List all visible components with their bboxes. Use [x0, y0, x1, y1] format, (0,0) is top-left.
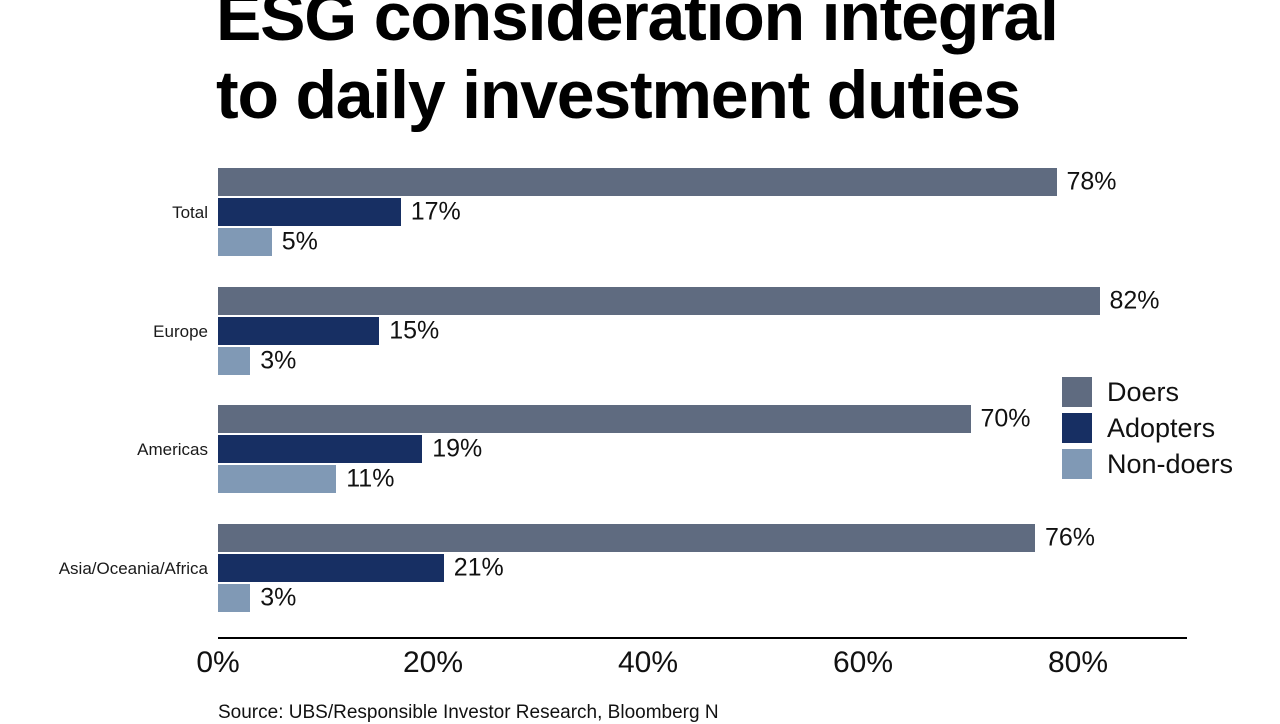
bar-value-label: 21%	[453, 553, 504, 582]
bar-non-doers	[218, 228, 272, 256]
bar-value-label: 17%	[410, 197, 461, 226]
legend-item-adopters: Adopters	[1062, 410, 1233, 446]
chart-legend: Doers Adopters Non-doers	[1062, 374, 1233, 482]
bar-row: 76%	[218, 524, 1235, 552]
bar-adopters	[218, 317, 380, 345]
x-tick-label: 20%	[402, 646, 464, 679]
bar-adopters	[218, 554, 444, 582]
bar-doers	[218, 168, 1057, 196]
bar-row: 3%	[218, 584, 450, 612]
bar-row: 82%	[218, 287, 1280, 315]
bar-row: 78%	[218, 168, 1257, 196]
legend-label-doers: Doers	[1107, 376, 1180, 407]
bar-row: 15%	[218, 317, 579, 345]
bar-row: 11%	[218, 465, 536, 493]
bar-value-label: 82%	[1109, 286, 1160, 315]
bar-value-label: 19%	[432, 434, 483, 463]
legend-swatch-adopters	[1062, 413, 1092, 443]
bar-non-doers	[218, 584, 251, 612]
bar-doers	[218, 524, 1035, 552]
legend-label-non-doers: Non-doers	[1107, 448, 1234, 479]
legend-item-non-doers: Non-doers	[1062, 446, 1233, 482]
x-axis-line	[218, 637, 1187, 639]
bar-value-label: 3%	[260, 346, 297, 375]
source-note: Source: UBS/Responsible Investor Researc…	[218, 702, 719, 723]
bar-value-label: 11%	[346, 464, 395, 493]
x-tick-label: 60%	[832, 646, 894, 679]
bar-row: 3%	[218, 347, 450, 375]
bar-non-doers	[218, 465, 337, 493]
bar-doers	[218, 405, 971, 433]
bar-value-label: 5%	[281, 227, 318, 256]
legend-swatch-non-doers	[1062, 449, 1092, 479]
legend-swatch-doers	[1062, 377, 1092, 407]
bar-value-label: 76%	[1045, 523, 1096, 552]
bar-non-doers	[218, 347, 251, 375]
bar-group: Asia/Oceania/Africa 76% 21% 3%	[0, 524, 1280, 612]
category-label-total: Total	[172, 203, 208, 222]
bar-group: Americas 70% 19% 11%	[0, 405, 1280, 493]
x-tick-label: 0%	[196, 646, 240, 679]
legend-label-adopters: Adopters	[1107, 412, 1216, 443]
x-tick-label: 80%	[1047, 646, 1109, 679]
bar-row: 19%	[218, 435, 622, 463]
category-label-asia-oceania-africa: Asia/Oceania/Africa	[58, 559, 208, 578]
bar-value-label: 3%	[260, 583, 297, 612]
bar-adopters	[218, 198, 401, 226]
bar-group: Europe 82% 15% 3%	[0, 287, 1280, 375]
category-label-americas: Americas	[137, 440, 208, 459]
bar-row: 17%	[218, 198, 601, 226]
category-label-europe: Europe	[153, 322, 208, 341]
bar-value-label: 70%	[980, 404, 1031, 433]
bar-row: 21%	[218, 554, 644, 582]
bar-group: Total 78% 17% 5%	[0, 168, 1280, 256]
bar-adopters	[218, 435, 423, 463]
bar-value-label: 15%	[389, 316, 440, 345]
page-title: ESG consideration integral to daily inve…	[216, 0, 1059, 133]
bar-row: 70%	[218, 405, 1171, 433]
bar-row: 5%	[218, 228, 472, 256]
legend-item-doers: Doers	[1062, 374, 1233, 410]
bar-value-label: 78%	[1066, 167, 1117, 196]
bar-doers	[218, 287, 1100, 315]
x-tick-label: 40%	[617, 646, 679, 679]
